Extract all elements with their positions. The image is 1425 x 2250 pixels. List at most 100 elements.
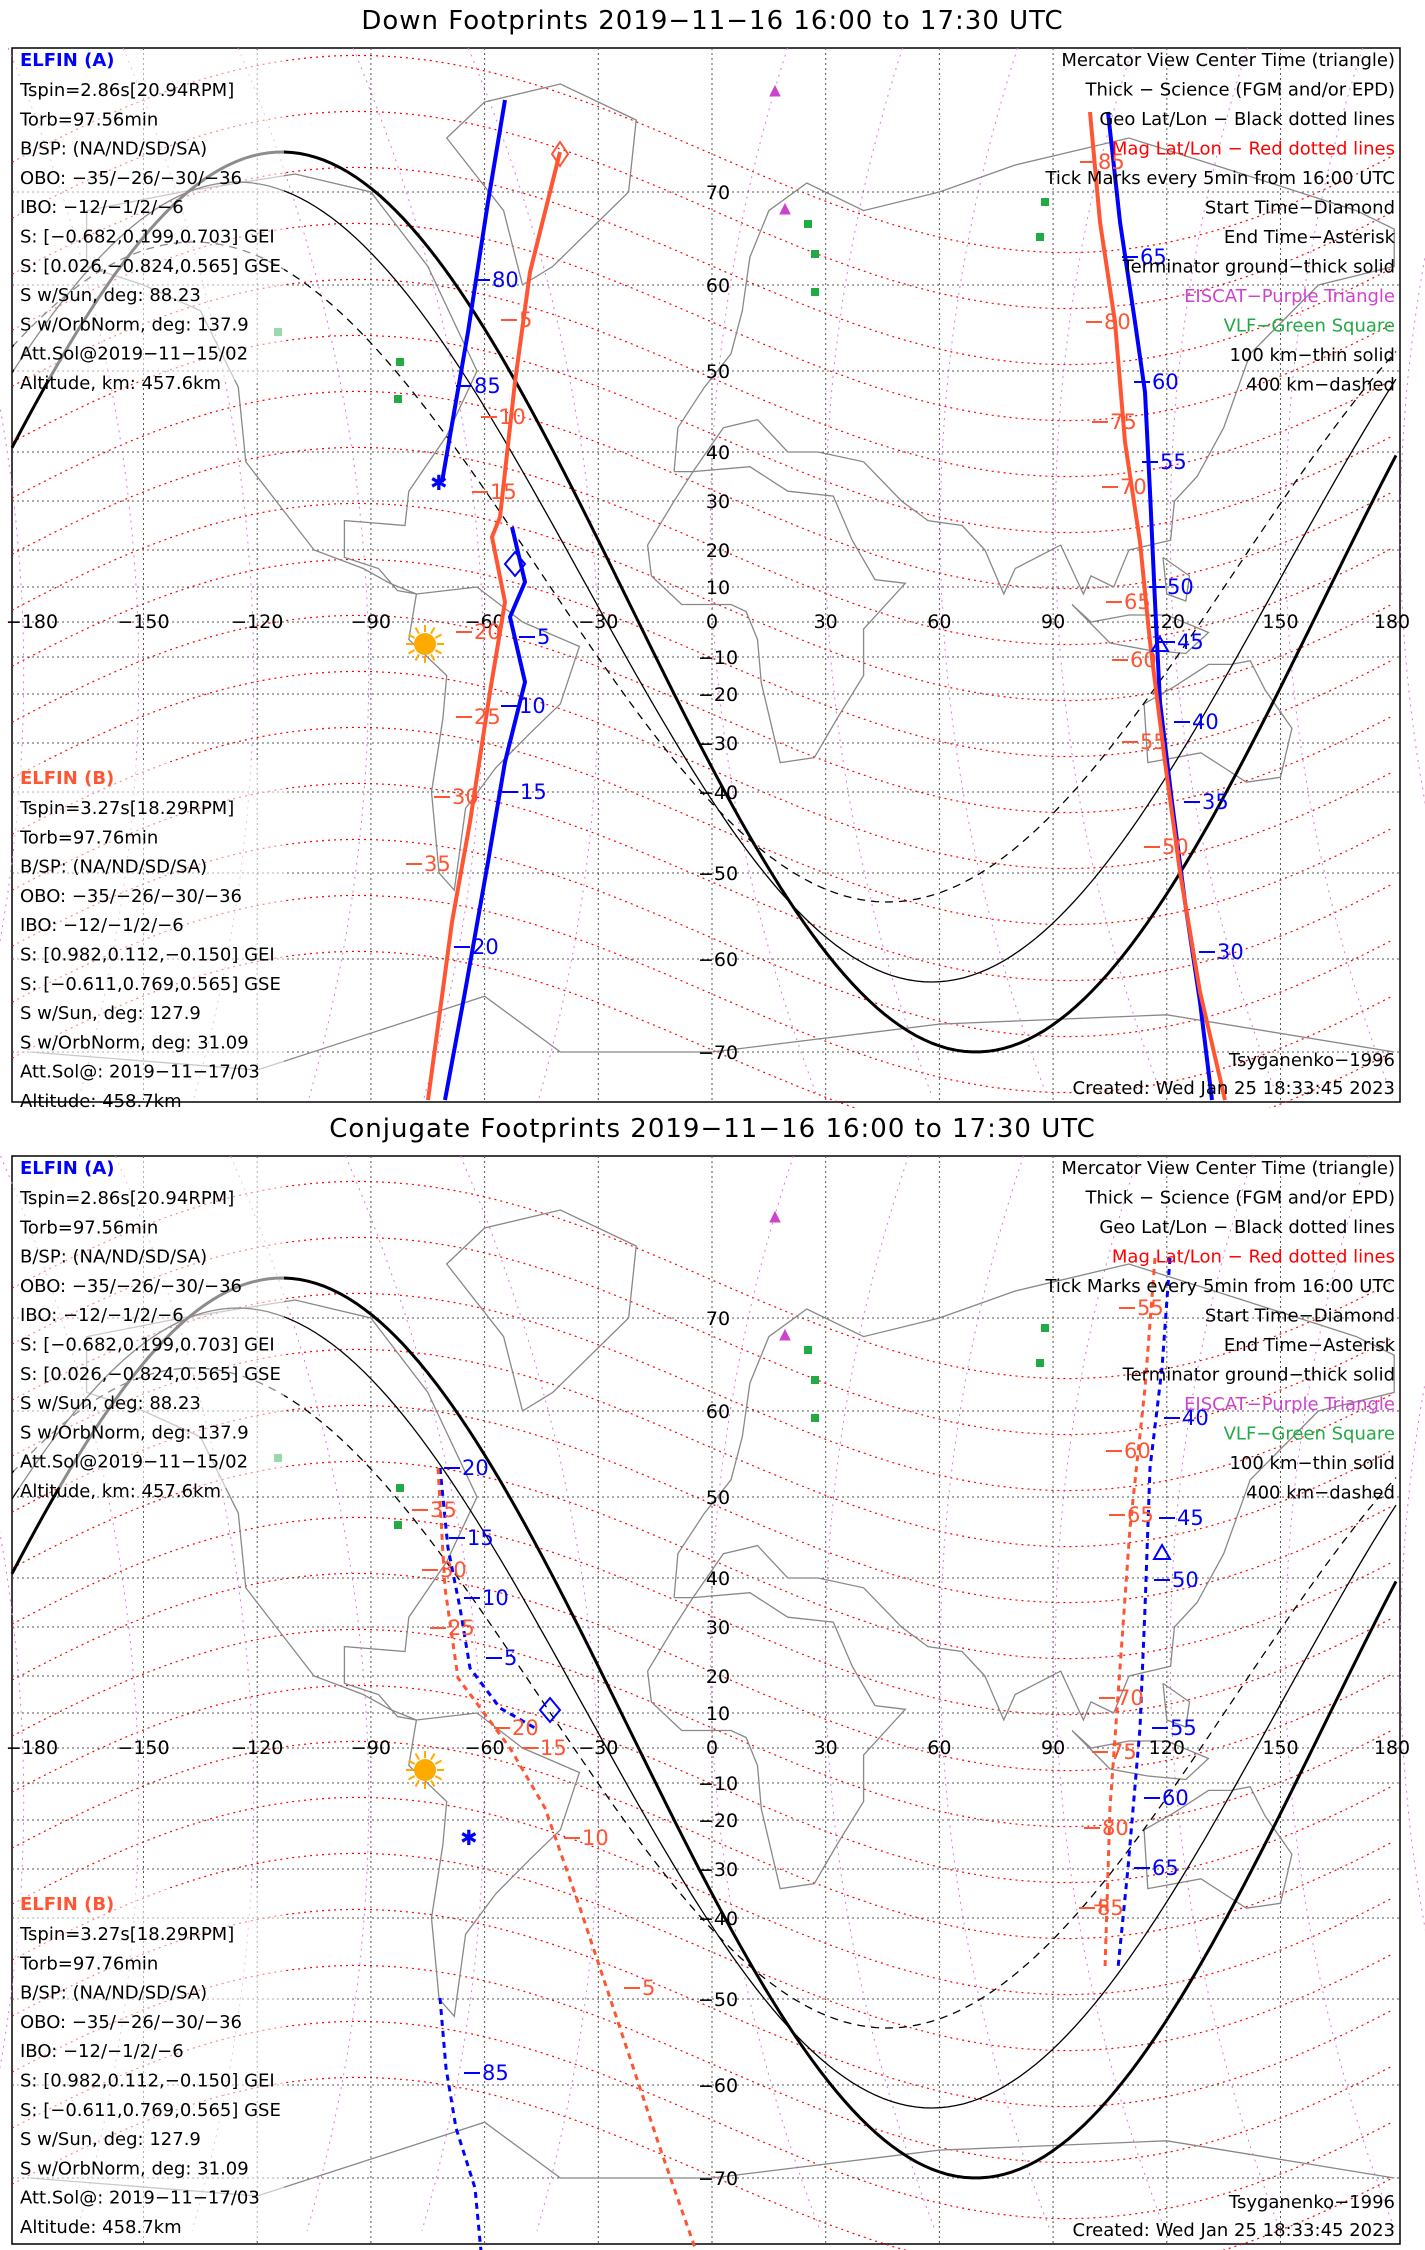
elfin-a-info-line: S w/OrbNorm, deg: 137.9 [20,1422,249,1443]
elfin-b-tick-label: 25 [474,705,501,729]
elfin-b-info-line: Torb=97.76min [19,1953,158,1974]
elfin-a-tick-label: 45 [1177,630,1204,654]
elfin-b-info-line: S: [−0.611,0.769,0.565] GSE [20,974,281,995]
elfin-a-tick-label: 55 [1170,1716,1197,1740]
elfin-a-tick-label: 40 [1182,1406,1209,1430]
end-asterisk: + [1092,1893,1110,1917]
sun-icon [406,1751,444,1789]
elfin-a-info-line: IBO: −12/−1/2/−6 [20,1305,184,1326]
axis-ticks: −180 −150 −120 −90 −60 −30 0 30 60 90 120 150 180706… [6,1308,1410,2190]
elfin-a-tick-label: 10 [482,1586,509,1610]
lat-tick-label: 20 [706,1666,730,1688]
elfin-b-tick-label: 15 [540,1736,567,1760]
elfin-a-info-line: Att.Sol@2019−11−15/02 [20,344,248,365]
elfin-b-header: ELFIN (B) [20,768,114,789]
elfin-b-info-line: OBO: −35/−26/−30/−36 [20,886,242,907]
elfin-a-track-west-south [443,526,528,1101]
elfin-b-tick-label: 55 [1140,730,1167,754]
panel1-title: Down Footprints 2019−11−16 16:00 to 17:3… [361,6,1064,36]
lon-tick-label: −60 [465,1737,505,1759]
lat-tick-label: 60 [706,1401,730,1423]
lat-tick-label: −20 [698,1810,738,1832]
legend-line: Geo Lat/Lon − Black dotted lines [1099,1217,1395,1238]
elfin-a-info-line: Tspin=2.86s[20.94RPM] [19,1188,234,1209]
elfin-a-tick-label: 15 [467,1526,494,1550]
elfin-a-tick-label: 15 [520,780,547,804]
elfin-a-tick-label: 5 [504,1646,517,1670]
legend-line: Tick Marks every 5min from 16:00 UTC [1044,168,1395,189]
elfin-b-info-line: IBO: −12/−1/2/−6 [20,915,184,936]
elfin-b-info-line: S: [0.982,0.112,−0.150] GEI [20,945,275,966]
elfin-b-tick-label: 75 [1110,1740,1137,1764]
lon-tick-label: 30 [814,611,838,633]
lon-tick-label: −120 [231,1737,283,1759]
elfin-b-info-line: B/SP: (NA/ND/SD/SA) [20,1983,207,2004]
center-triangle [1150,634,1170,652]
center-triangle [1152,1542,1172,1560]
elfin-a-tick-label: 40 [1192,710,1219,734]
legend-line: EISCAT−Purple Triangle [1184,286,1395,307]
lat-tick-label: 50 [706,361,730,383]
elfin-b-tick-label: 65 [1124,590,1151,614]
lat-tick-label: 30 [706,1617,730,1639]
vlf-square [1036,1359,1044,1367]
elfin-b-tick-label: 5 [519,308,532,332]
elfin-b-tick-label: 30 [452,785,479,809]
start-diamond [550,140,570,168]
elfin-a-info-line: Altitude, km: 457.6km [20,1481,221,1502]
elfin-a-tick-label: 35 [1202,790,1229,814]
lat-tick-label: 40 [706,1568,730,1590]
axis-ticks: −180 −150 −120 −90 −60 −30 0 30 60 90 120 150 180706… [6,182,1410,1064]
vlf-square [396,1484,404,1492]
legend: Mercator View Center Time (triangle) Thic… [1044,1158,1395,1504]
elfin-b-tick-label: 65 [1127,1503,1154,1527]
legend-line: Start Time−Diamond [1205,1306,1395,1327]
lat-tick-label: 20 [706,540,730,562]
lon-tick-label: −120 [231,611,283,633]
eiscat-triangle [779,202,791,215]
legend-line: 400 km−dashed [1246,375,1395,396]
legend-line: Mercator View Center Time (triangle) [1061,50,1395,71]
elfin-a-track-south [438,1997,483,2250]
panel2-title: Conjugate Footprints 2019−11−16 16:00 to… [329,1114,1096,1144]
elfin-a-tick-label: 10 [519,694,546,718]
legend-line: 100 km−thin solid [1229,345,1395,366]
elfin-b-info-line: Altitude: 458.7km [20,1091,182,1108]
elfin-a-info-line: S: [−0.682,0.199,0.703] GEI [20,227,275,248]
elfin-b-info: ELFIN (B) Tspin=3.27s[18.29RPM] Torb=97.76… [14,762,284,1108]
vlf-square [394,1521,402,1529]
terminator-400km [11,1367,1397,2029]
end-asterisk: ✱ [430,471,448,495]
elfin-b-tick-label: 80 [1104,310,1131,334]
elfin-b-info-line: Tspin=3.27s[18.29RPM] [19,798,234,819]
elfin-b-info-line: IBO: −12/−1/2/−6 [20,2041,184,2062]
elfin-a-info-line: OBO: −35/−26/−30/−36 [20,1276,242,1297]
lat-tick-label: −60 [698,949,738,971]
legend-line: Geo Lat/Lon − Black dotted lines [1099,109,1395,130]
elfin-b-tick-label: 35 [424,852,451,876]
elfin-b-tick-label: 15 [490,480,517,504]
panel1-map: −180 −150 −120 −90 −60 −30 0 30 60 90 120 150 180706… [0,47,1425,1108]
elfin-b-tick-label: 20 [474,620,501,644]
lat-tick-label: 10 [706,577,730,599]
vlf-square [811,1414,819,1422]
elfin-a-info-line: Torb=97.56min [19,1217,158,1238]
elfin-b-tick-label: 80 [1102,1816,1129,1840]
lat-tick-label: −10 [698,1773,738,1795]
elfin-b-tick-label: 75 [1110,410,1137,434]
elfin-a-tick-label: 65 [1140,245,1167,269]
lon-tick-label: 150 [1262,611,1298,633]
lon-tick-label: −180 [6,1737,58,1759]
lon-tick-label: 0 [706,611,718,633]
elfin-a-tick-label: 30 [1217,940,1244,964]
elfin-b-tick-label: 20 [512,1716,539,1740]
elfin-a-info-line: OBO: −35/−26/−30/−36 [20,168,242,189]
elfin-a-tick-label: 20 [472,935,499,959]
elfin-a-info-line: IBO: −12/−1/2/−6 [20,197,184,218]
lat-tick-label: −30 [698,1859,738,1881]
vlf-square [811,288,819,296]
elfin-b-tick-label: 35 [430,1498,457,1522]
vlf-square [1041,1324,1049,1332]
elfin-b-info-line: S: [−0.611,0.769,0.565] GSE [20,2100,281,2121]
lat-tick-label: −70 [698,1042,738,1064]
